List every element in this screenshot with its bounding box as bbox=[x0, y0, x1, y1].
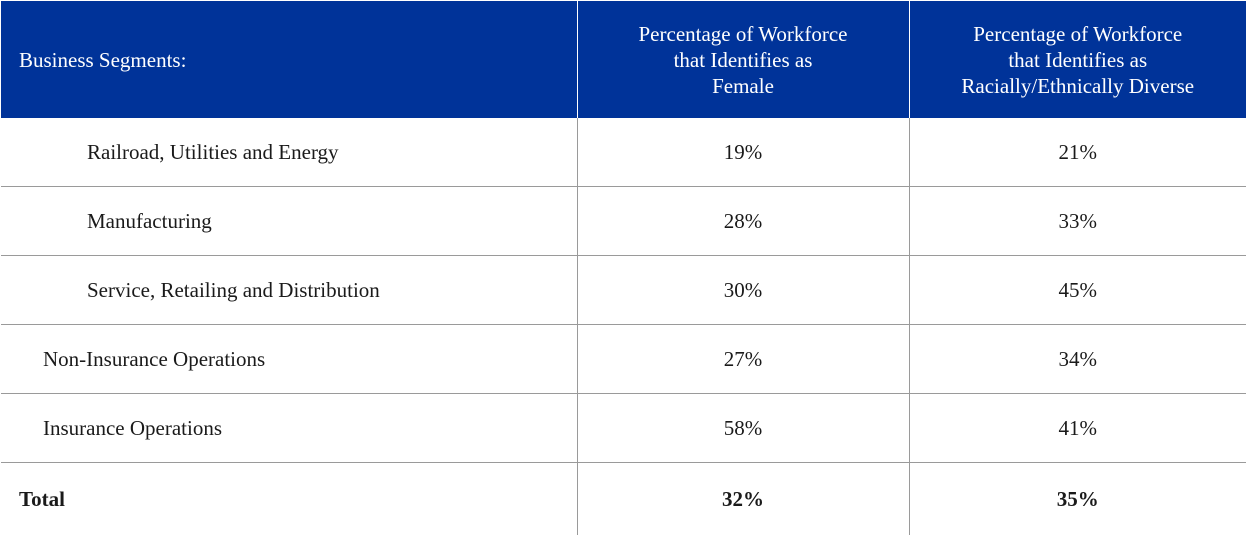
header-percent-diverse: Percentage of Workforce that Identifies … bbox=[908, 1, 1246, 118]
total-diverse-pct-cell: 35% bbox=[908, 462, 1246, 535]
table-row: Railroad, Utilities and Energy 19% 21% bbox=[1, 118, 1246, 187]
diverse-pct-cell: 21% bbox=[908, 118, 1246, 187]
table-body: Railroad, Utilities and Energy 19% 21% M… bbox=[1, 118, 1246, 535]
female-pct-cell: 30% bbox=[576, 255, 909, 325]
female-pct-cell: 28% bbox=[576, 186, 909, 256]
workforce-diversity-table: Business Segments: Percentage of Workfor… bbox=[1, 1, 1246, 535]
total-female-pct-cell: 32% bbox=[576, 462, 909, 535]
female-pct-cell: 58% bbox=[576, 393, 909, 463]
header-business-segments: Business Segments: bbox=[1, 1, 577, 118]
diverse-pct-cell: 34% bbox=[908, 324, 1246, 394]
total-label-cell: Total bbox=[19, 486, 65, 511]
female-pct-cell: 27% bbox=[576, 324, 909, 394]
workforce-diversity-table-container: Business Segments: Percentage of Workfor… bbox=[1, 1, 1246, 535]
female-pct-cell: 19% bbox=[576, 118, 909, 187]
table-row: Non-Insurance Operations 27% 34% bbox=[1, 324, 1246, 394]
segment-cell: Insurance Operations bbox=[1, 393, 577, 463]
table-row: Service, Retailing and Distribution 30% … bbox=[1, 255, 1246, 325]
table-row: Manufacturing 28% 33% bbox=[1, 186, 1246, 256]
segment-cell: Non-Insurance Operations bbox=[1, 324, 577, 394]
diverse-pct-cell: 45% bbox=[908, 255, 1246, 325]
table-row: Insurance Operations 58% 41% bbox=[1, 393, 1246, 463]
table-header: Business Segments: Percentage of Workfor… bbox=[1, 1, 1246, 118]
header-percent-female: Percentage of Workforce that Identifies … bbox=[576, 1, 909, 118]
segment-cell: Railroad, Utilities and Energy bbox=[1, 118, 577, 187]
segment-cell: Service, Retailing and Distribution bbox=[1, 255, 577, 325]
diverse-pct-cell: 33% bbox=[908, 186, 1246, 256]
segment-cell: Manufacturing bbox=[1, 186, 577, 256]
total-row: Total 32% 35% bbox=[1, 462, 1246, 535]
header-row: Business Segments: Percentage of Workfor… bbox=[1, 1, 1246, 118]
diverse-pct-cell: 41% bbox=[908, 393, 1246, 463]
